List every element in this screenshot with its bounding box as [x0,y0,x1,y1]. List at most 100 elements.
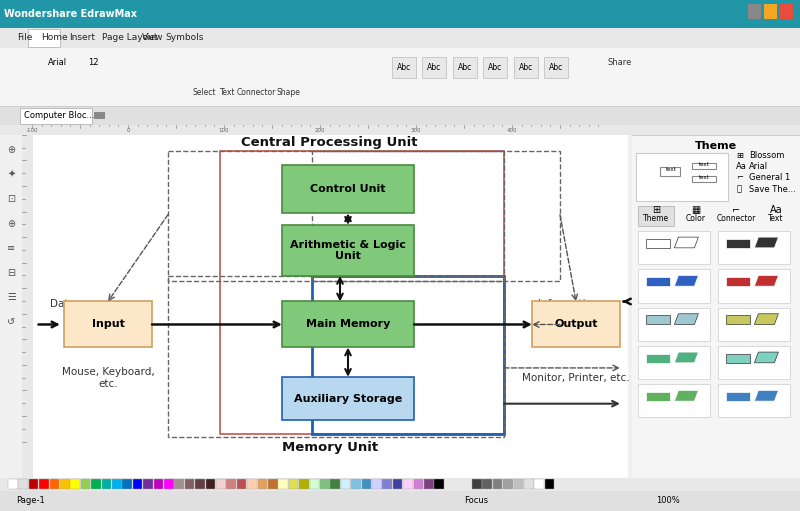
Bar [0,48,800,107]
Text: Page Layout: Page Layout [102,33,157,42]
Bar [718,308,790,341]
Bar [258,479,267,489]
Bar [514,57,538,78]
Bar [174,479,184,489]
Text: text: text [698,175,710,180]
Bar [206,479,215,489]
Text: ⊕: ⊕ [7,145,15,155]
Text: 0: 0 [126,128,130,133]
Bar [726,277,750,286]
Text: Aa: Aa [770,204,782,215]
Text: 100: 100 [218,128,230,133]
Polygon shape [754,390,778,401]
Text: Connector: Connector [236,87,276,97]
Text: Wondershare EdrawMax: Wondershare EdrawMax [4,9,137,19]
Text: Arithmetic & Logic
Unit: Arithmetic & Logic Unit [290,240,406,261]
Text: Memory Unit: Memory Unit [282,440,378,454]
Bar [247,479,257,489]
Polygon shape [674,237,698,248]
Text: Arial: Arial [48,58,67,67]
Bar [195,479,205,489]
Bar [282,377,414,420]
Bar [748,4,761,19]
Bar [168,276,504,437]
Text: 12: 12 [88,58,98,67]
Polygon shape [754,275,778,286]
Text: Color: Color [686,214,706,223]
Bar [503,479,513,489]
Text: Abc: Abc [458,63,472,72]
Bar [646,392,670,401]
Bar [493,479,502,489]
Bar [638,269,710,303]
Bar [0,491,800,511]
Bar [312,151,504,281]
Text: General 1: General 1 [749,173,790,182]
Text: Monitor, Printer, etc.: Monitor, Printer, etc. [522,373,630,383]
Bar [0,107,800,125]
Bar [718,384,790,417]
Text: Save The...: Save The... [749,184,796,194]
Text: Theme: Theme [695,141,737,151]
Text: Shape: Shape [276,87,300,97]
Bar [0,125,800,135]
Text: ☰: ☰ [7,292,15,303]
Bar [718,231,790,264]
Bar [646,354,670,363]
Bar [18,479,28,489]
Text: ⌐: ⌐ [736,173,743,182]
Text: Input: Input [91,319,125,330]
Bar [20,108,92,124]
Text: Abc: Abc [397,63,411,72]
Text: Blossom: Blossom [749,151,784,160]
Bar [0,106,800,107]
Bar [638,384,710,417]
Bar [154,479,163,489]
Bar [532,301,620,347]
Bar [81,479,90,489]
Bar [91,479,101,489]
Text: Insert: Insert [70,33,96,42]
Bar [453,57,477,78]
Polygon shape [674,314,698,324]
Bar [220,151,504,434]
Bar [310,479,319,489]
Bar [632,135,800,478]
Bar [164,479,174,489]
Bar [312,276,504,434]
Text: Auxiliary Storage: Auxiliary Storage [294,393,402,404]
Bar [780,4,793,19]
Bar [393,479,402,489]
Bar [718,269,790,303]
Bar [216,479,226,489]
Text: Arial: Arial [749,162,768,171]
Text: Theme: Theme [643,214,669,223]
Bar [726,239,750,248]
Text: Text: Text [768,214,784,223]
Bar [0,28,800,48]
Bar [32,135,628,478]
Text: Central Processing Unit: Central Processing Unit [242,135,418,149]
Bar [168,151,560,281]
Bar [133,479,142,489]
Text: Symbols: Symbols [166,33,204,42]
Bar [646,315,670,324]
Text: File: File [18,33,33,42]
Text: Data: Data [50,299,75,309]
Bar [299,479,309,489]
Text: text: text [666,167,677,172]
Bar [434,479,444,489]
Text: Abc: Abc [427,63,442,72]
Text: Output: Output [554,319,598,330]
Text: ⊟: ⊟ [7,268,15,278]
Bar [524,479,534,489]
Polygon shape [674,390,698,401]
Bar [678,206,714,226]
Bar [28,29,60,47]
Bar [70,479,80,489]
Bar [185,479,194,489]
Text: Text: Text [220,87,236,97]
Bar [638,231,710,264]
Text: 300: 300 [410,128,422,133]
Bar [726,392,750,401]
